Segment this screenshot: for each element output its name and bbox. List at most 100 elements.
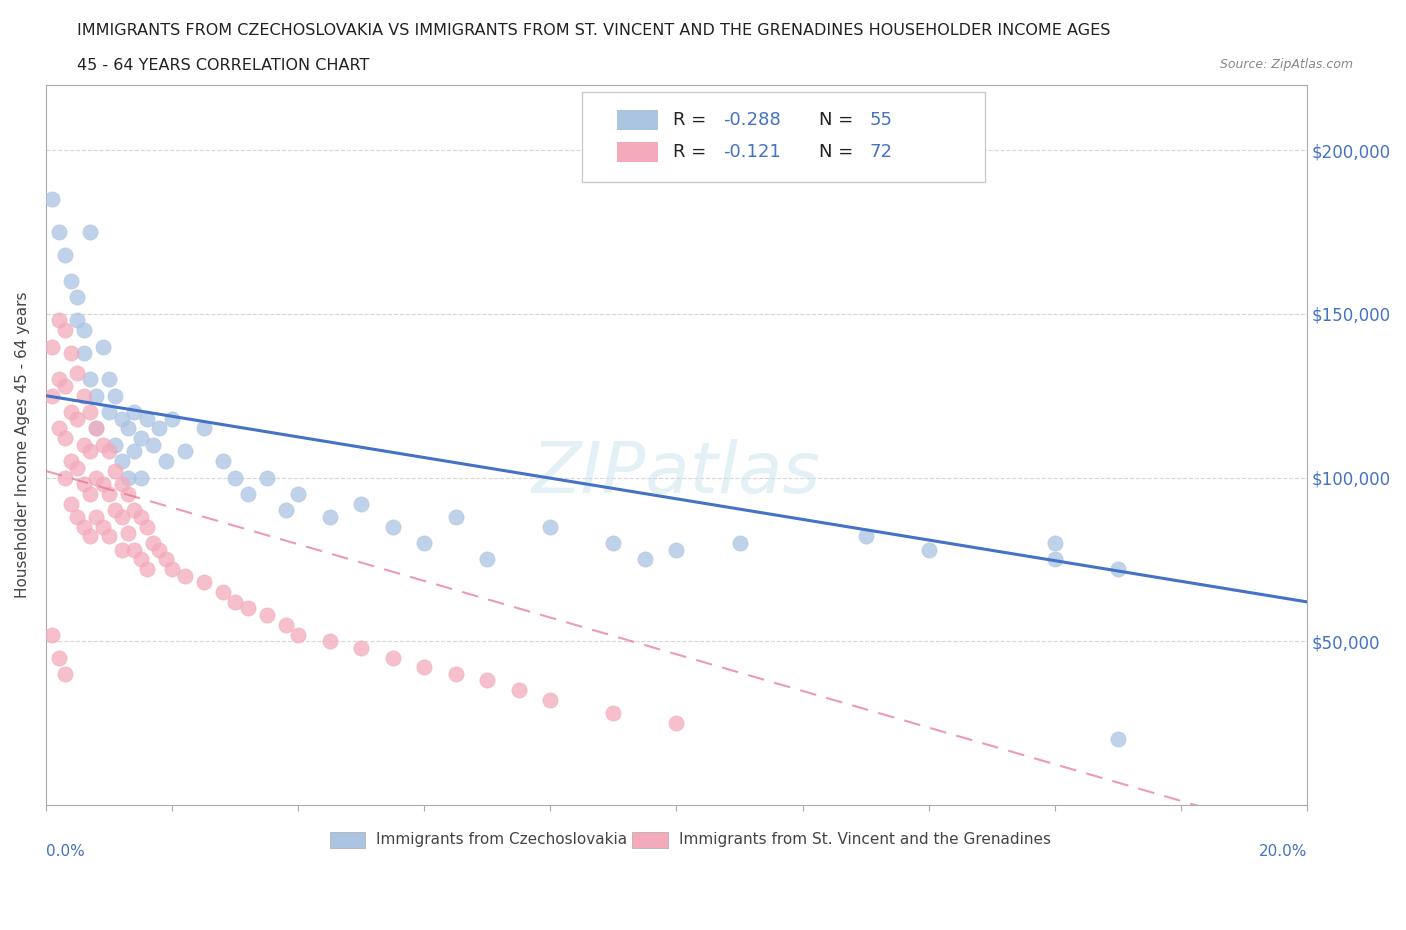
Text: Immigrants from St. Vincent and the Grenadines: Immigrants from St. Vincent and the Gren… [679, 831, 1052, 847]
Point [122, 542, 145, 557]
Point [91, 437, 114, 452]
Point [193, 421, 215, 436]
Point [104, 388, 127, 403]
Point [104, 503, 127, 518]
Text: 20.0%: 20.0% [1258, 844, 1308, 859]
Point [117, 486, 139, 501]
Point [173, 568, 195, 583]
Point [53, 379, 76, 393]
Point [160, 562, 183, 577]
Point [53, 470, 76, 485]
Point [477, 673, 499, 688]
Point [160, 411, 183, 426]
Point [135, 519, 157, 534]
Y-axis label: Householder Income Ages 45 - 64 years: Householder Income Ages 45 - 64 years [15, 291, 30, 598]
Point [477, 551, 499, 566]
Point [122, 503, 145, 518]
Point [66, 460, 89, 475]
Point [41, 339, 63, 354]
Point [602, 706, 624, 721]
Text: R =: R = [672, 111, 711, 129]
Point [111, 411, 134, 426]
Point [444, 667, 467, 682]
Point [381, 650, 404, 665]
Point [104, 437, 127, 452]
Text: -0.288: -0.288 [723, 111, 780, 129]
Point [193, 575, 215, 590]
Point [60, 273, 83, 288]
Point [413, 536, 436, 551]
Point [211, 454, 233, 469]
Point [91, 476, 114, 491]
Point [256, 607, 278, 622]
Point [224, 470, 246, 485]
Text: -0.121: -0.121 [723, 142, 780, 161]
Point [728, 536, 751, 551]
Point [1107, 732, 1129, 747]
Point [73, 437, 96, 452]
Point [111, 510, 134, 525]
Point [129, 551, 152, 566]
Point [86, 421, 108, 436]
Text: 55: 55 [869, 111, 893, 129]
Point [79, 444, 101, 458]
Point [66, 510, 89, 525]
FancyBboxPatch shape [329, 832, 366, 848]
Point [98, 405, 121, 419]
Point [148, 421, 170, 436]
Text: Source: ZipAtlas.com: Source: ZipAtlas.com [1219, 58, 1353, 71]
Point [117, 470, 139, 485]
Point [287, 486, 309, 501]
Point [117, 525, 139, 540]
Point [350, 497, 373, 512]
Point [634, 551, 657, 566]
Point [73, 346, 96, 361]
Text: N =: N = [818, 111, 859, 129]
Point [60, 346, 83, 361]
FancyBboxPatch shape [617, 110, 658, 130]
Point [538, 693, 561, 708]
Point [111, 542, 134, 557]
Point [104, 463, 127, 478]
Point [66, 290, 89, 305]
Point [918, 542, 941, 557]
Point [135, 411, 157, 426]
Point [66, 411, 89, 426]
Point [98, 444, 121, 458]
Point [73, 323, 96, 338]
Point [665, 715, 688, 730]
Point [41, 388, 63, 403]
Point [98, 529, 121, 544]
Point [91, 519, 114, 534]
Point [129, 510, 152, 525]
Point [413, 660, 436, 675]
Point [48, 650, 70, 665]
Point [60, 405, 83, 419]
Point [79, 372, 101, 387]
Point [129, 470, 152, 485]
Point [60, 497, 83, 512]
Point [79, 529, 101, 544]
Text: 45 - 64 YEARS CORRELATION CHART: 45 - 64 YEARS CORRELATION CHART [77, 58, 370, 73]
Point [224, 594, 246, 609]
Point [86, 510, 108, 525]
Text: N =: N = [818, 142, 859, 161]
Point [60, 454, 83, 469]
Point [79, 405, 101, 419]
Point [66, 313, 89, 328]
Point [256, 470, 278, 485]
Point [318, 633, 340, 648]
Text: ZIPatlas: ZIPatlas [531, 439, 821, 508]
Point [135, 562, 157, 577]
Point [1107, 562, 1129, 577]
FancyBboxPatch shape [582, 92, 986, 182]
Point [53, 431, 76, 445]
Text: IMMIGRANTS FROM CZECHOSLOVAKIA VS IMMIGRANTS FROM ST. VINCENT AND THE GRENADINES: IMMIGRANTS FROM CZECHOSLOVAKIA VS IMMIGR… [77, 23, 1111, 38]
Point [111, 476, 134, 491]
Point [155, 454, 177, 469]
Point [236, 601, 259, 616]
Point [122, 405, 145, 419]
Point [142, 437, 165, 452]
Point [173, 444, 195, 458]
Point [86, 421, 108, 436]
